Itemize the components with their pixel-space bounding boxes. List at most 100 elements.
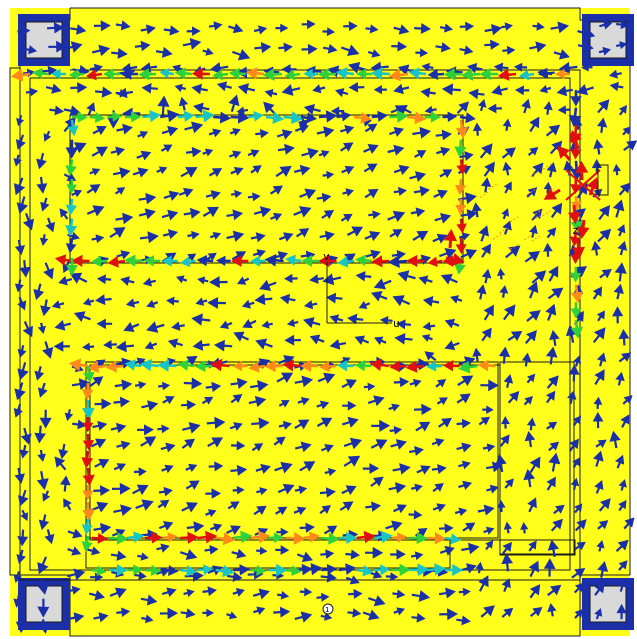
- field-vector: [391, 250, 407, 260]
- field-vector: [365, 249, 381, 260]
- field-vector: [15, 613, 28, 634]
- field-vector: [412, 230, 429, 242]
- field-vector: [273, 436, 286, 446]
- field-vector: [436, 146, 451, 157]
- edge-vector: [570, 302, 582, 319]
- field-vector: [618, 329, 630, 346]
- current-vectors-edges: [10, 67, 584, 578]
- field-vector: [434, 213, 452, 224]
- field-vector: [615, 371, 625, 386]
- edge-vector: [177, 110, 195, 123]
- field-vector: [323, 525, 338, 535]
- field-vector: [17, 296, 27, 311]
- edge-vector: [268, 563, 288, 577]
- field-vector: [70, 82, 88, 94]
- field-vector: [558, 61, 578, 74]
- field-vector: [501, 578, 511, 593]
- field-vector: [441, 83, 461, 96]
- edge-vector: [142, 109, 161, 123]
- field-vector: [412, 126, 432, 139]
- field-vector: [286, 318, 299, 328]
- field-vector: [115, 340, 135, 353]
- field-vector: [523, 468, 536, 488]
- edge-vector: [233, 564, 250, 576]
- field-vector: [161, 125, 179, 137]
- field-vector: [42, 341, 54, 359]
- edge-vector: [409, 532, 428, 545]
- field-vector: [319, 487, 336, 498]
- edge-vector: [318, 254, 337, 268]
- field-vector: [297, 397, 310, 406]
- field-vector: [162, 396, 175, 405]
- field-vector: [13, 154, 22, 167]
- field-vector: [355, 271, 372, 282]
- field-vector: [54, 456, 67, 471]
- field-vector: [546, 476, 556, 491]
- field-vector: [58, 275, 73, 286]
- field-vector: [40, 299, 51, 317]
- field-vector: [182, 37, 202, 50]
- field-vector: [121, 62, 138, 74]
- field-vector: [25, 87, 39, 97]
- field-vector: [546, 390, 556, 404]
- edge-vector: [81, 382, 94, 401]
- field-vector: [460, 209, 478, 221]
- edge-vector: [157, 359, 177, 372]
- field-vector: [22, 212, 35, 231]
- field-vector: [480, 605, 495, 618]
- field-vector: [529, 607, 543, 617]
- field-vector: [133, 467, 147, 477]
- feed-point: z: [565, 164, 609, 237]
- field-vector: [116, 250, 131, 260]
- field-vector: [438, 417, 452, 428]
- field-vector: [457, 375, 474, 387]
- field-vector: [478, 575, 489, 592]
- field-vector: [496, 268, 506, 280]
- field-vector: [461, 542, 480, 555]
- field-vector: [185, 146, 202, 158]
- field-vector: [459, 21, 475, 32]
- edge-vector: [65, 198, 78, 216]
- field-vector: [71, 378, 91, 390]
- edge-vector: [71, 254, 90, 267]
- field-vector: [501, 208, 510, 220]
- field-vector: [415, 48, 429, 58]
- field-vector: [439, 169, 453, 178]
- field-vector: [322, 170, 335, 180]
- field-vector: [253, 505, 267, 516]
- field-vector: [205, 488, 222, 499]
- field-vector: [141, 400, 159, 412]
- edge-vector: [570, 160, 583, 181]
- field-vector: [348, 82, 365, 93]
- field-vector: [595, 439, 607, 449]
- field-vector: [456, 442, 472, 453]
- field-vector: [109, 227, 126, 239]
- field-vector: [157, 499, 170, 509]
- field-vector: [491, 84, 508, 96]
- field-vector: [439, 248, 457, 259]
- field-vector: [20, 427, 32, 445]
- field-vector: [39, 234, 49, 246]
- field-vector: [275, 165, 292, 178]
- field-vector: [458, 480, 473, 491]
- hotspot-vector: [557, 145, 572, 161]
- field-vector: [335, 88, 349, 98]
- field-vector: [178, 187, 194, 198]
- field-vector: [16, 549, 26, 565]
- field-vector: [316, 126, 335, 138]
- field-vector: [160, 144, 173, 153]
- field-vector: [387, 210, 406, 223]
- field-vector: [115, 212, 134, 225]
- edge-vector: [405, 360, 425, 373]
- field-vector: [547, 584, 562, 597]
- field-vector: [390, 439, 407, 450]
- field-vector: [503, 373, 514, 389]
- edge-vector: [337, 256, 355, 268]
- field-vector: [37, 598, 50, 618]
- field-vector: [622, 126, 631, 136]
- edge-vector: [103, 68, 120, 80]
- field-vector: [259, 279, 277, 291]
- field-vector: [248, 395, 267, 408]
- edge-vector: [317, 68, 337, 81]
- field-vector: [482, 405, 494, 414]
